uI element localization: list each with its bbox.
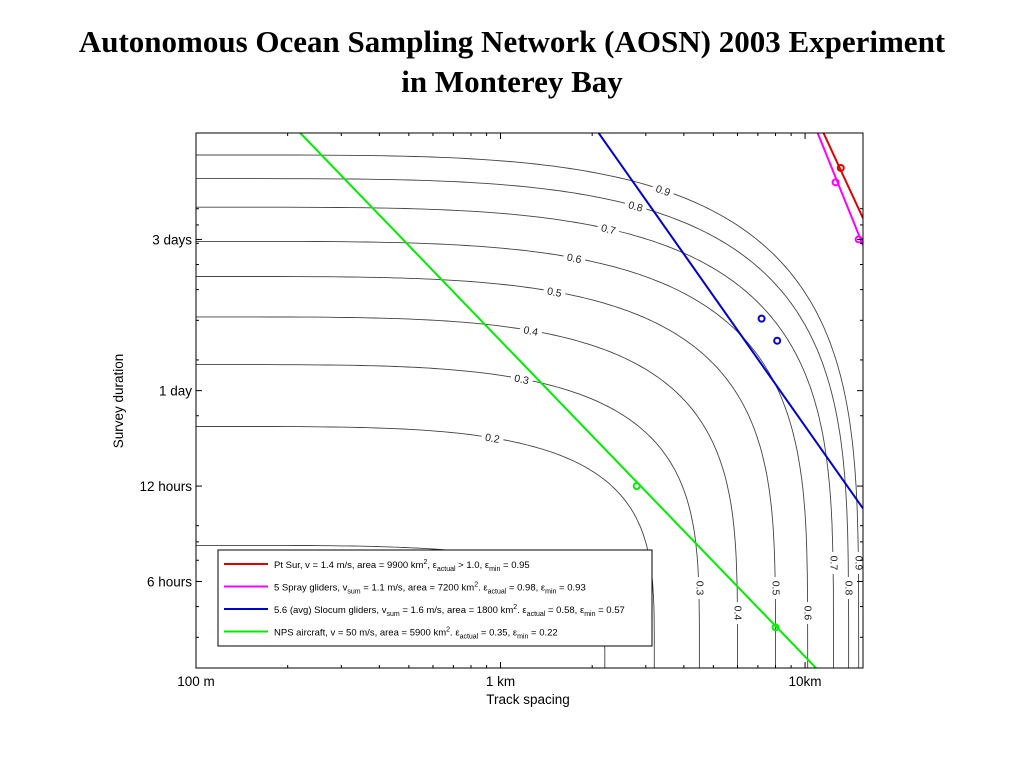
contour-label-bg-0.3	[509, 369, 534, 387]
legend-label-5-6-avg-slocum-gliders: 5.6 (avg) Slocum gliders, vsum = 1.6 m/s…	[274, 604, 625, 618]
series-marker-pt-sur-0	[836, 163, 845, 172]
contour-line-0.3	[196, 364, 700, 668]
contour-label-0.3: 0.3	[513, 373, 530, 388]
contour-vlabel-bg-0.5	[769, 577, 783, 599]
contour-vlabel-0.4: 0.4	[732, 606, 744, 621]
contour-line-0.2	[196, 426, 655, 668]
chart-title-line2: in Monterey Bay	[401, 64, 623, 99]
contour-label-0.8: 0.8	[627, 199, 645, 215]
series-line-nps-aircraft	[299, 133, 818, 668]
contour-vlabel-0.5: 0.5	[770, 581, 782, 596]
contour-vlabel-bg-0.7	[827, 552, 841, 574]
x-tick-label-0: 100 m	[177, 674, 215, 689]
x-tick-label-2: 10km	[789, 674, 822, 689]
chart-title: Autonomous Ocean Sampling Network (AOSN)…	[0, 22, 1024, 102]
contour-line-0.8	[196, 178, 850, 668]
contour-vlabel-0.8: 0.8	[843, 581, 855, 596]
contour-label-0.5: 0.5	[546, 285, 563, 300]
contour-label-bg-0.7	[596, 219, 621, 238]
series-group	[299, 133, 863, 668]
contour-vlabel-0.9: 0.9	[853, 556, 865, 571]
series-marker-nps-aircraft-1	[771, 623, 780, 632]
tick-group: 100 m 1 km 10km 6 hours 12 hours 1 day 3 days	[139, 133, 863, 689]
contour-line-0.4	[196, 316, 738, 668]
contour-label-bg-0.8	[623, 196, 649, 215]
legend-label-nps-aircraft: NPS aircraft, v = 50 m/s, area = 5900 km…	[274, 627, 558, 641]
series-marker-nps-aircraft-0	[632, 482, 641, 491]
y-tick-label-2: 1 day	[159, 384, 192, 399]
contour-line-0.9	[196, 154, 860, 668]
y-tick-label-0: 6 hours	[147, 574, 192, 589]
contour-line-0.7	[196, 206, 834, 668]
contour-label-0.7: 0.7	[600, 222, 617, 237]
y-axis-label: Survey duration	[111, 354, 126, 449]
contour-label-bg-0.6	[562, 248, 587, 266]
series-marker-5-spray-gliders-0	[831, 178, 840, 187]
contour-label-group: 0.10.20.30.30.40.40.50.50.60.60.70.70.80…	[477, 179, 866, 624]
legend: Pt Sur, v = 1.4 m/s, area = 9900 km2, εa…	[217, 549, 653, 647]
contour-label-0.6: 0.6	[566, 252, 583, 267]
contour-vlabel-bg-0.3	[693, 577, 707, 599]
x-axis-label: Track spacing	[486, 692, 570, 707]
contour-label-bg-0.5	[542, 282, 567, 300]
contour-label-bg-0.2	[480, 429, 505, 446]
series-line-pt-sur	[822, 133, 863, 219]
legend-box	[217, 549, 653, 647]
series-marker-5-6-avg-slocum-gliders-1	[773, 336, 782, 345]
series-line-5-6-avg-slocum-gliders	[597, 133, 863, 510]
contour-label-0.2: 0.2	[484, 432, 501, 446]
contour-label-0.4: 0.4	[523, 324, 540, 338]
contour-vlabel-bg-0.8	[842, 577, 856, 599]
chart-title-line1: Autonomous Ocean Sampling Network (AOSN)…	[78, 24, 946, 59]
contour-group	[196, 154, 860, 668]
contour-vlabel-0.3: 0.3	[693, 581, 705, 596]
y-tick-label-3: 3 days	[152, 232, 192, 247]
contour-label-bg-0.4	[519, 321, 544, 339]
contour-vlabel-bg-0.6	[801, 602, 815, 624]
plot-frame	[195, 132, 864, 669]
contour-line-0.6	[196, 240, 809, 668]
y-tick-label-1: 12 hours	[139, 479, 192, 494]
contour-label-0.9: 0.9	[654, 183, 672, 199]
contour-vlabel-bg-0.4	[731, 602, 745, 624]
legend-label-5-spray-gliders: 5 Spray gliders, vsum = 1.1 m/s, area = …	[274, 582, 586, 596]
series-line-5-spray-gliders	[816, 133, 863, 246]
contour-vlabel-bg-0.9	[852, 552, 866, 574]
contour-vlabel-0.6: 0.6	[802, 606, 814, 621]
contour-label-bg-0.9	[650, 179, 676, 200]
contour-vlabel-0.7: 0.7	[828, 556, 840, 571]
series-marker-5-6-avg-slocum-gliders-0	[757, 314, 766, 323]
contour-line-0.5	[196, 276, 776, 668]
legend-label-pt-sur: Pt Sur, v = 1.4 m/s, area = 9900 km2, εa…	[274, 559, 530, 573]
x-tick-label-1: 1 km	[486, 674, 515, 689]
